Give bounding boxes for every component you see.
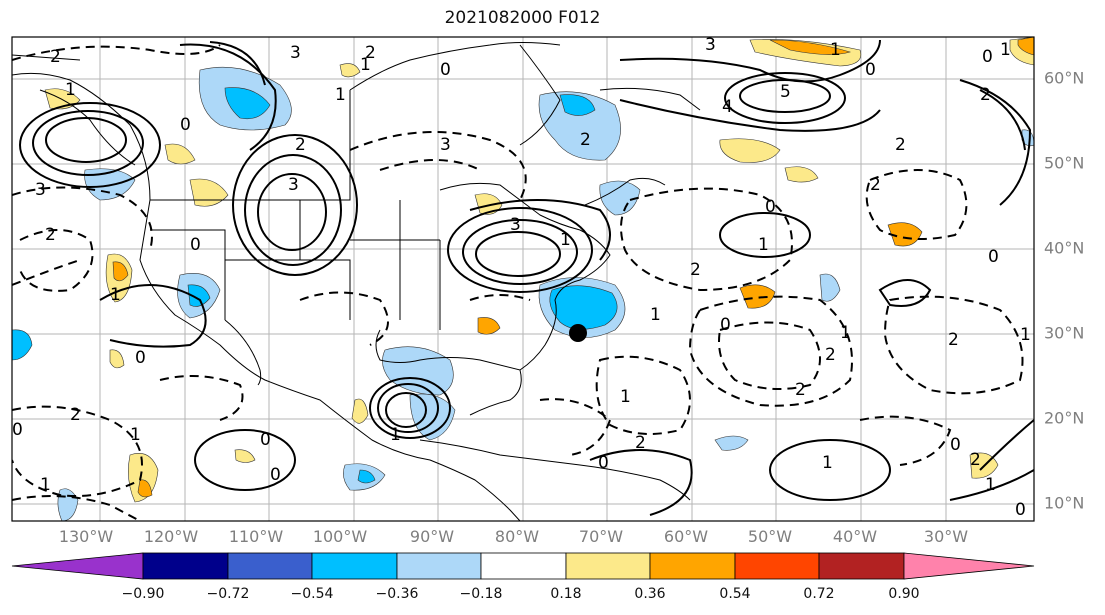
- lon-label: 130°W: [58, 527, 114, 546]
- contour-label: 0: [260, 430, 271, 450]
- lon-label: 70°W: [578, 527, 624, 546]
- colorbar-label: 0.72: [803, 586, 835, 602]
- colorbar-label: −0.90: [121, 586, 165, 602]
- contour-label: 2: [948, 330, 959, 350]
- contour-label: 0: [950, 435, 961, 455]
- contour-label: 0: [135, 348, 146, 368]
- contour-label: 2: [690, 260, 701, 280]
- contour-label: 2: [895, 135, 906, 155]
- contour-label: 1: [758, 235, 769, 255]
- graticule: [12, 37, 1034, 521]
- contour-label: 2: [870, 175, 881, 195]
- positive-contours: [19, 39, 1034, 516]
- contour-label: 2: [580, 130, 591, 150]
- contour-label: 1: [40, 475, 51, 495]
- lon-label: 50°W: [747, 527, 793, 546]
- contour-label: 2: [50, 47, 61, 67]
- contour-label: 1: [650, 305, 661, 325]
- contour-label: 0: [270, 465, 281, 485]
- lat-label: 30°N: [1044, 323, 1085, 343]
- contour-label: 3: [440, 135, 451, 155]
- colorbar-label: 0.90: [888, 586, 920, 602]
- colorbar-label: 0.18: [550, 586, 582, 602]
- lon-label: 90°W: [409, 527, 455, 546]
- contour-label: 0: [440, 60, 451, 80]
- lat-label: 10°N: [1044, 493, 1085, 513]
- contour-label: 2: [635, 433, 646, 453]
- colorbar-label: 0.36: [634, 586, 666, 602]
- lat-label: 20°N: [1044, 408, 1085, 428]
- contour-label: 3: [288, 175, 299, 195]
- contour-label: 1: [830, 40, 841, 60]
- lon-label: 30°W: [923, 527, 969, 546]
- map-title: 2021082000 F012: [444, 8, 601, 28]
- contour-label: 1: [390, 425, 401, 445]
- contour-label: 2: [795, 380, 806, 400]
- coastlines: [12, 42, 701, 521]
- contour-label: 0: [988, 247, 999, 267]
- contour-label: 2: [980, 85, 991, 105]
- lat-label: 50°N: [1044, 153, 1085, 173]
- contour-label: 2: [365, 43, 376, 63]
- contour-label: 1: [822, 453, 833, 473]
- contour-label: 3: [510, 215, 521, 235]
- contour-label: 1: [335, 85, 346, 105]
- contour-label: 0: [12, 420, 23, 440]
- contour-label: 1: [110, 285, 121, 305]
- colorbar-label: −0.36: [375, 586, 419, 602]
- contour-label: 1: [130, 425, 141, 445]
- contour-label: 1: [65, 80, 76, 100]
- contour-label: 1: [1020, 325, 1031, 345]
- lon-label: 100°W: [312, 527, 368, 546]
- lon-label: 40°W: [832, 527, 878, 546]
- contour-label: 1: [360, 55, 371, 75]
- contour-label: 4: [722, 97, 733, 117]
- contour-label: 3: [290, 43, 301, 63]
- lon-label: 120°W: [143, 527, 199, 546]
- contour-label: 0: [865, 60, 876, 80]
- contour-label: 3: [705, 35, 716, 55]
- contour-label: 0: [765, 197, 776, 217]
- lat-label: 40°N: [1044, 238, 1085, 258]
- colorbar-label: −0.18: [459, 586, 503, 602]
- contour-label: 1: [840, 323, 851, 343]
- negative-contours: [12, 44, 1024, 521]
- contour-label: 1: [985, 475, 996, 495]
- contour-label: 0: [190, 235, 201, 255]
- contour-label: 3: [35, 180, 46, 200]
- contour-label: 0: [982, 47, 993, 67]
- contour-label: 5: [780, 82, 791, 102]
- contour-label: 1: [1000, 40, 1011, 60]
- contour-label: 0: [720, 315, 731, 335]
- contour-label: 2: [970, 450, 981, 470]
- contour-label: 0: [598, 453, 609, 473]
- contour-label: 2: [45, 225, 56, 245]
- colorbar-label: −0.54: [290, 586, 334, 602]
- lon-label: 60°W: [663, 527, 709, 546]
- lon-label: 80°W: [494, 527, 540, 546]
- contour-labels: 2 3 2 1 0 2 3 1 0 3 3 2 0 3 1 0 1 0 1 0 …: [12, 35, 1031, 520]
- contour-label: 2: [295, 135, 306, 155]
- colorbar-label: −0.72: [206, 586, 250, 602]
- contour-label: 2: [825, 345, 836, 365]
- lat-label: 60°N: [1044, 68, 1085, 88]
- colorbar: [11, 552, 1035, 580]
- contour-label: 0: [180, 115, 191, 135]
- contour-label: 1: [560, 230, 571, 250]
- contour-label: 2: [70, 405, 81, 425]
- anomaly-shading: [12, 37, 1034, 521]
- map-frame: [11, 36, 1035, 522]
- colorbar-label: 0.54: [719, 586, 751, 602]
- lon-label: 110°W: [228, 527, 284, 546]
- contour-label: 1: [620, 387, 631, 407]
- storm-center-dot: [569, 324, 587, 342]
- contour-label: 0: [1015, 500, 1026, 520]
